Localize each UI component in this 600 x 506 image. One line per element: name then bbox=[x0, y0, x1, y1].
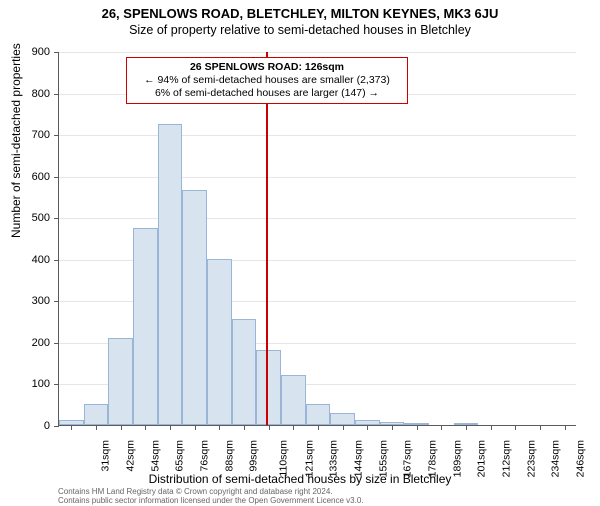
x-tick bbox=[540, 425, 541, 430]
x-tick bbox=[367, 425, 368, 430]
y-tick-label: 200 bbox=[20, 337, 50, 349]
histogram-bar bbox=[108, 338, 133, 425]
footer-line2: Contains public sector information licen… bbox=[58, 496, 364, 505]
x-tick bbox=[269, 425, 270, 430]
x-tick-label: 178sqm bbox=[426, 440, 438, 477]
y-tick bbox=[54, 218, 59, 219]
x-tick-label: 223sqm bbox=[525, 440, 537, 477]
x-tick-label: 99sqm bbox=[248, 440, 260, 472]
x-tick-label: 54sqm bbox=[149, 440, 161, 472]
x-tick-label: 65sqm bbox=[174, 440, 186, 472]
x-tick bbox=[565, 425, 566, 430]
histogram-bar bbox=[182, 190, 207, 425]
annotation-line2: ← 94% of semi-detached houses are smalle… bbox=[144, 74, 390, 86]
footer-attribution: Contains HM Land Registry data © Crown c… bbox=[58, 487, 364, 505]
histogram-bar bbox=[158, 124, 183, 425]
gridline bbox=[59, 218, 576, 219]
x-tick-label: 201sqm bbox=[476, 440, 488, 477]
y-tick-label: 500 bbox=[20, 212, 50, 224]
histogram-bar bbox=[84, 404, 109, 425]
y-tick-label: 100 bbox=[20, 378, 50, 390]
x-tick bbox=[195, 425, 196, 430]
x-tick-label: 234sqm bbox=[550, 440, 562, 477]
histogram-bar bbox=[330, 413, 355, 425]
y-tick-label: 400 bbox=[20, 254, 50, 266]
y-tick bbox=[54, 177, 59, 178]
y-tick bbox=[54, 426, 59, 427]
plot-area bbox=[58, 52, 576, 426]
gridline bbox=[59, 177, 576, 178]
y-tick-label: 600 bbox=[20, 171, 50, 183]
x-tick-label: 189sqm bbox=[451, 440, 463, 477]
x-tick bbox=[466, 425, 467, 430]
x-tick-label: 144sqm bbox=[352, 440, 364, 477]
x-tick-label: 31sqm bbox=[100, 440, 112, 472]
histogram-bar bbox=[281, 375, 306, 425]
x-tick-label: 121sqm bbox=[303, 440, 315, 477]
histogram-bar bbox=[133, 228, 158, 425]
chart-subtitle: Size of property relative to semi-detach… bbox=[0, 23, 600, 37]
x-tick bbox=[293, 425, 294, 430]
y-tick bbox=[54, 343, 59, 344]
y-tick bbox=[54, 260, 59, 261]
footer-line1: Contains HM Land Registry data © Crown c… bbox=[58, 487, 333, 496]
x-tick bbox=[417, 425, 418, 430]
x-tick-label: 212sqm bbox=[500, 440, 512, 477]
annotation-line1: 26 SPENLOWS ROAD: 126sqm bbox=[190, 61, 344, 73]
x-tick-label: 76sqm bbox=[199, 440, 211, 472]
chart-area bbox=[58, 52, 576, 426]
x-tick bbox=[491, 425, 492, 430]
gridline bbox=[59, 135, 576, 136]
y-tick-label: 900 bbox=[20, 46, 50, 58]
chart-supertitle: 26, SPENLOWS ROAD, BLETCHLEY, MILTON KEY… bbox=[0, 6, 600, 21]
x-tick-label: 133sqm bbox=[328, 440, 340, 477]
x-tick bbox=[515, 425, 516, 430]
x-tick bbox=[219, 425, 220, 430]
x-tick-label: 246sqm bbox=[574, 440, 586, 477]
x-tick bbox=[96, 425, 97, 430]
x-tick-label: 167sqm bbox=[402, 440, 414, 477]
x-tick-label: 110sqm bbox=[278, 440, 290, 477]
x-tick bbox=[244, 425, 245, 430]
y-tick bbox=[54, 384, 59, 385]
y-tick bbox=[54, 52, 59, 53]
y-tick-label: 800 bbox=[20, 88, 50, 100]
histogram-bar bbox=[207, 259, 232, 425]
histogram-bar bbox=[232, 319, 257, 425]
annotation-line3: 6% of semi-detached houses are larger (1… bbox=[155, 87, 379, 99]
x-tick bbox=[145, 425, 146, 430]
marker-line bbox=[266, 52, 268, 425]
y-tick-label: 700 bbox=[20, 129, 50, 141]
x-tick bbox=[170, 425, 171, 430]
x-tick-label: 42sqm bbox=[125, 440, 137, 472]
y-tick-label: 300 bbox=[20, 295, 50, 307]
histogram-bar bbox=[306, 404, 331, 425]
x-tick bbox=[441, 425, 442, 430]
gridline bbox=[59, 52, 576, 53]
x-tick bbox=[121, 425, 122, 430]
x-tick-label: 88sqm bbox=[223, 440, 235, 472]
y-tick-label: 0 bbox=[20, 420, 50, 432]
annotation-box: 26 SPENLOWS ROAD: 126sqm ← 94% of semi-d… bbox=[126, 57, 408, 104]
histogram-bar bbox=[256, 350, 281, 425]
y-tick bbox=[54, 135, 59, 136]
y-tick bbox=[54, 301, 59, 302]
x-tick bbox=[343, 425, 344, 430]
x-tick bbox=[71, 425, 72, 430]
y-tick bbox=[54, 94, 59, 95]
x-tick-label: 155sqm bbox=[377, 440, 389, 477]
x-tick bbox=[392, 425, 393, 430]
x-tick bbox=[318, 425, 319, 430]
